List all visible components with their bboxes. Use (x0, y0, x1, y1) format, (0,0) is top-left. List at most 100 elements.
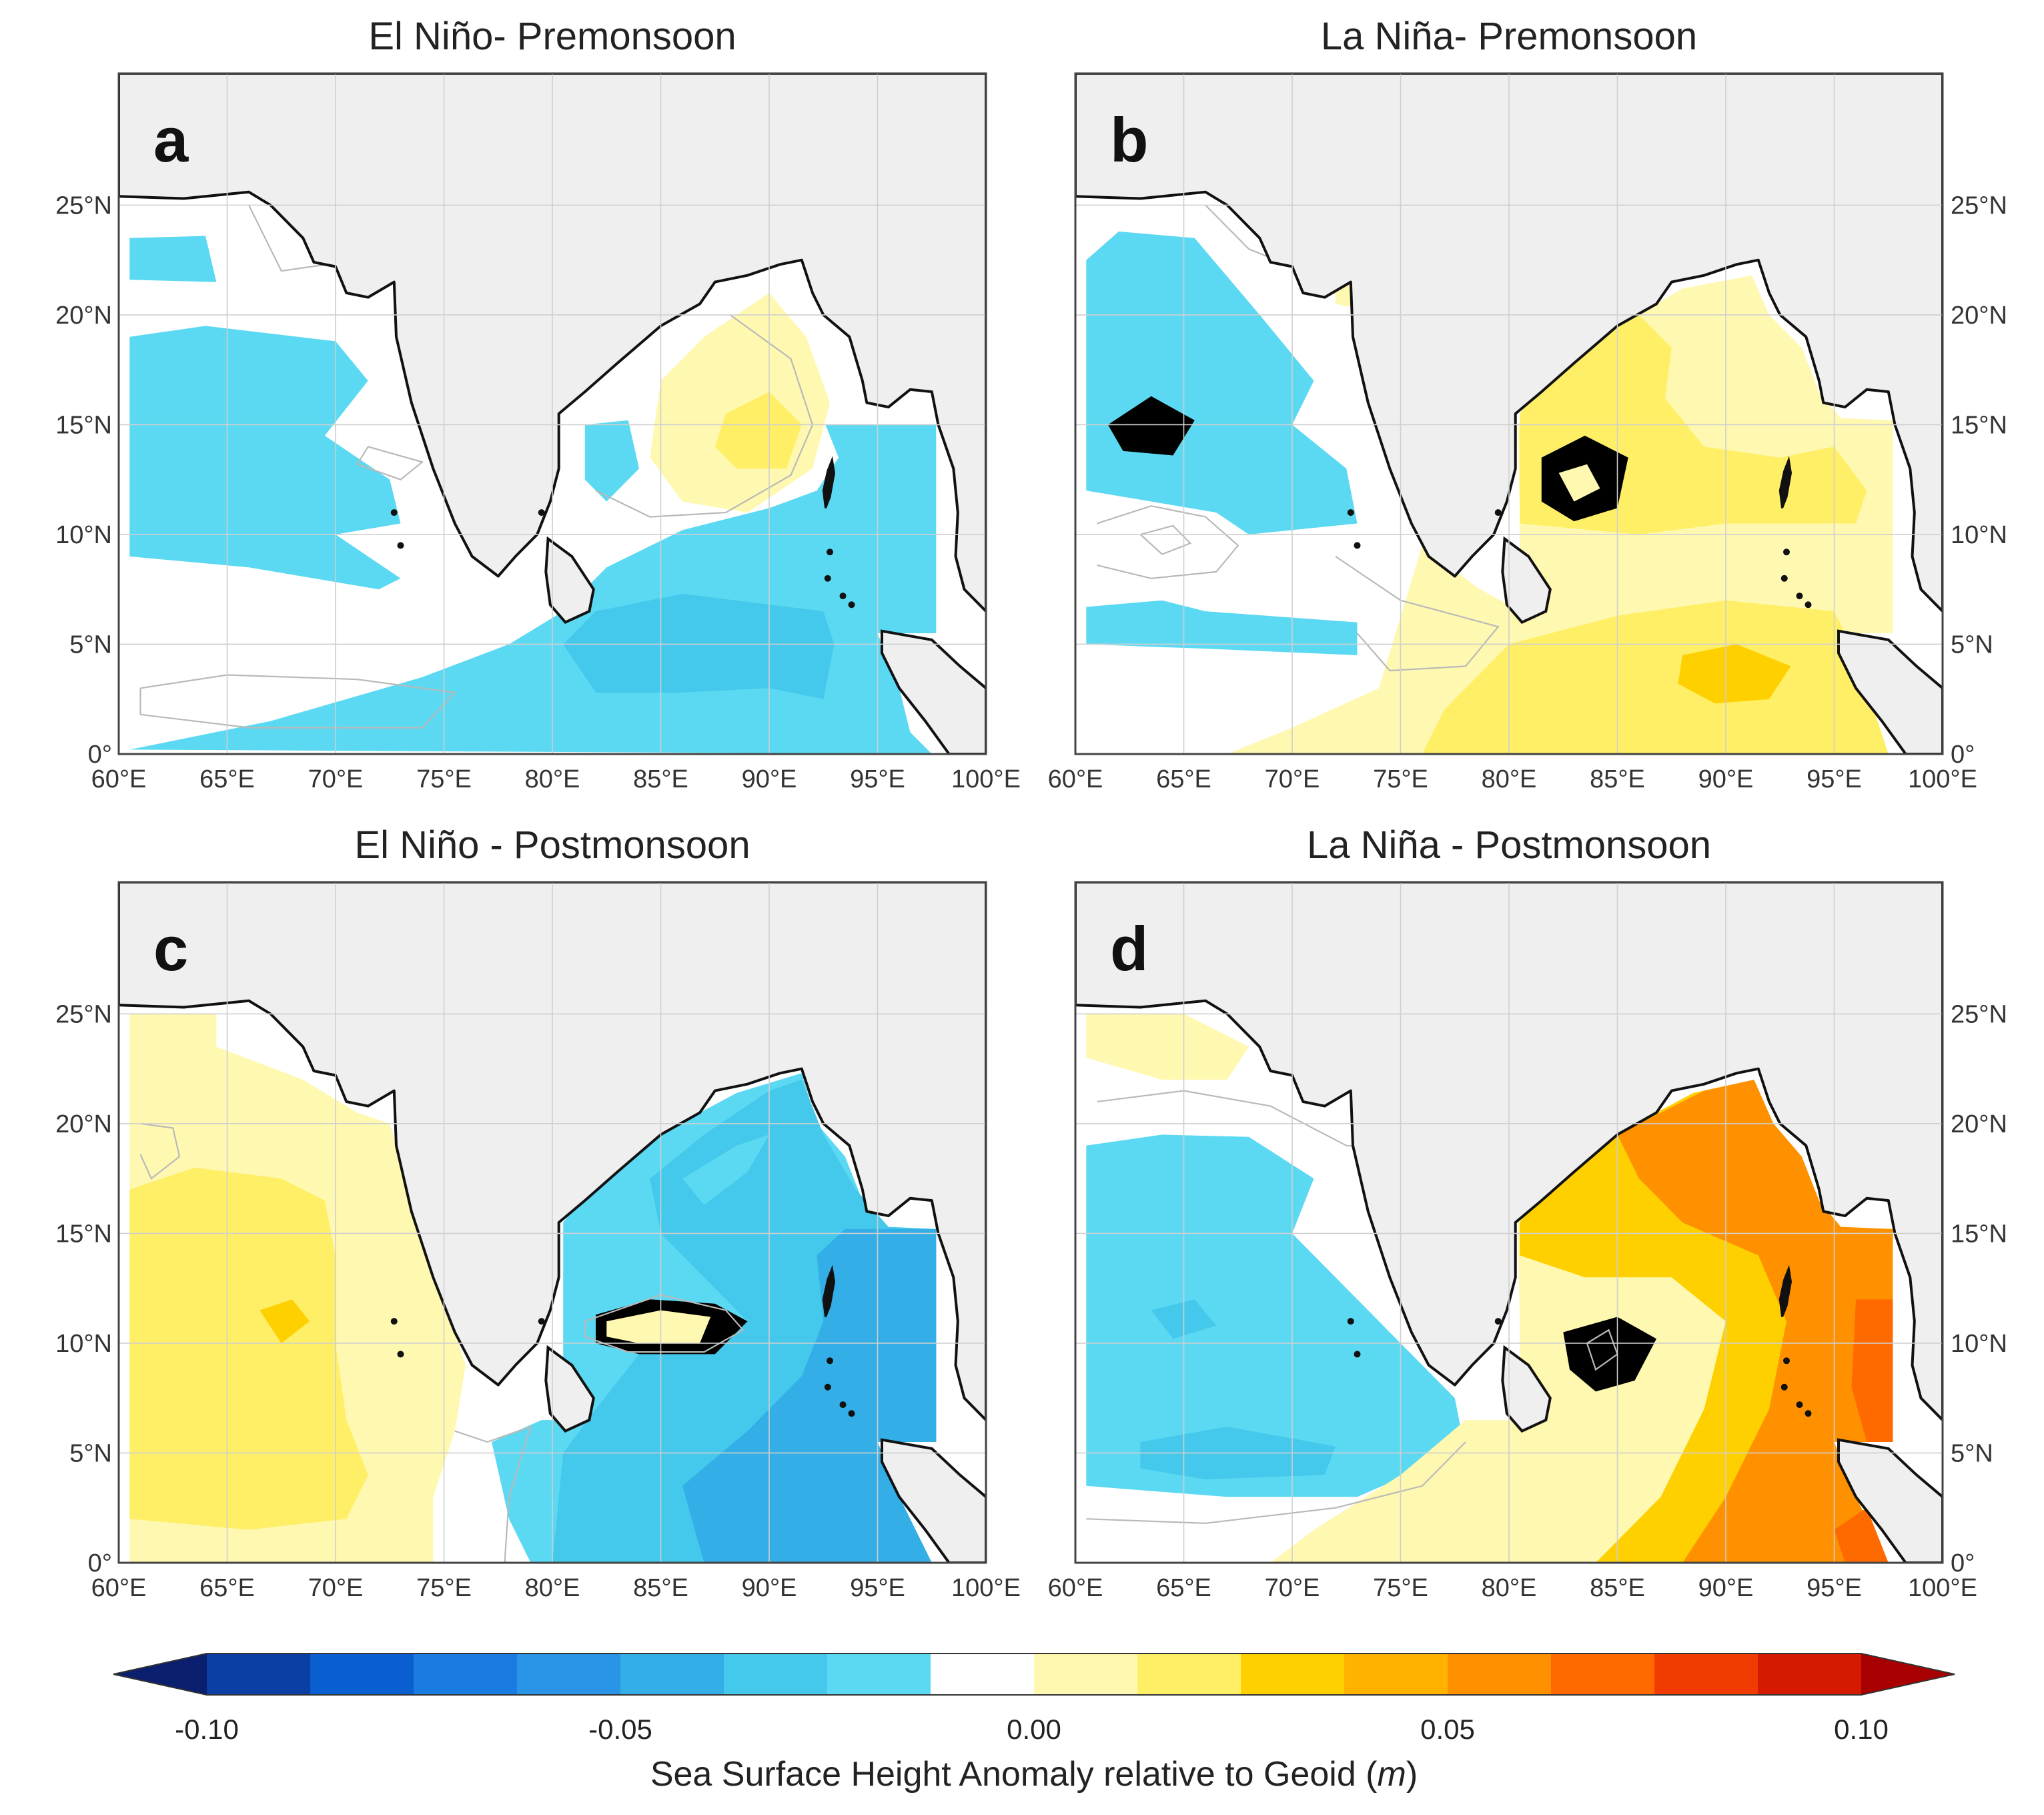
panel-letter: b (1110, 105, 1148, 175)
lon-tick-label: 70°E (308, 765, 364, 793)
zero-contour-line (454, 1425, 532, 1563)
map-frame (1074, 881, 1944, 1564)
map-plot-area (119, 73, 986, 754)
sumatra-land (881, 1438, 986, 1563)
map-panel-c: El Niño - Postmonsoon c 60°E 65°E 70°E 75°E 80… (55, 823, 1021, 1602)
small-island (1347, 509, 1354, 516)
lat-tick-label: 20°N (55, 302, 112, 330)
small-island (1494, 509, 1502, 516)
zero-contour-line (1335, 555, 1500, 672)
zero-contour-line (1097, 505, 1239, 579)
anomaly-region (260, 1299, 310, 1343)
lat-tick-label: 5°N (1951, 631, 1993, 659)
anomaly-region (1834, 1507, 1889, 1563)
small-island (538, 509, 545, 516)
lat-tick-label: 15°N (55, 411, 112, 439)
lon-tick-label: 60°E (91, 765, 147, 793)
colorbar-swatch (414, 1654, 518, 1695)
sri-lanka-land (1501, 536, 1552, 625)
small-island (827, 1357, 833, 1365)
sri-lanka-land (544, 1345, 595, 1433)
lon-tick-label: 80°E (1482, 765, 1537, 793)
anomaly-region (1086, 1014, 1249, 1080)
lon-tick-label: 95°E (1807, 765, 1862, 793)
anomaly-region (682, 1134, 769, 1205)
small-island (390, 1318, 398, 1325)
lon-tick-label: 100°E (1908, 765, 1977, 793)
panel-title: La Niña - Postmonsoon (1307, 823, 1711, 867)
lon-tick-label: 90°E (742, 1574, 797, 1602)
lon-tick-label: 95°E (1807, 1574, 1862, 1602)
andaman-islands (822, 456, 836, 509)
map-frame (1074, 72, 1944, 755)
colorbar-swatch (827, 1654, 931, 1695)
lat-tick-label: 5°N (1951, 1439, 1993, 1467)
zero-contour-line (1139, 524, 1192, 555)
sumatra-land (1837, 629, 1943, 754)
anomaly-region (1563, 1317, 1656, 1392)
colorbar-swatch (931, 1654, 1035, 1695)
zero-contour-line (595, 314, 814, 518)
colorbar-outline (113, 1653, 1955, 1696)
lat-tick-label: 25°N (55, 192, 112, 220)
lat-tick-label: 10°N (1951, 1330, 2007, 1358)
map-plot-area (1075, 882, 1943, 1563)
lat-tick-label: 20°N (1951, 302, 2007, 330)
lon-tick-label: 90°E (742, 765, 797, 793)
lon-tick-label: 75°E (416, 1574, 472, 1602)
colorbar-swatch (1034, 1654, 1138, 1695)
map-frame (117, 881, 987, 1564)
small-island (538, 1318, 545, 1325)
lon-tick-label: 85°E (1590, 765, 1645, 793)
small-island (397, 1351, 404, 1358)
lat-tick-label: 25°N (1951, 192, 2007, 220)
lon-tick-label: 75°E (1373, 1574, 1428, 1602)
zero-contour-line (356, 446, 424, 480)
small-island (848, 1410, 855, 1417)
anomaly-region (1086, 1134, 1462, 1497)
small-island (824, 1383, 831, 1391)
anomaly-region (682, 1228, 937, 1563)
lon-tick-label: 70°E (1265, 765, 1320, 793)
anomaly-region (1678, 644, 1791, 704)
lon-tick-label: 90°E (1698, 765, 1754, 793)
colorbar-swatch (1654, 1654, 1758, 1695)
lat-tick-label: 10°N (55, 521, 112, 549)
lon-tick-label: 85°E (1590, 1574, 1645, 1602)
lat-tick-label: 15°N (55, 1220, 112, 1248)
lon-tick-label: 85°E (633, 1574, 688, 1602)
colorbar-swatch (724, 1654, 828, 1695)
anomaly-region (1086, 600, 1358, 655)
colorbar-max-arrow (1861, 1654, 1955, 1695)
anomaly-region (1617, 1080, 1893, 1563)
colorbar-swatch (517, 1654, 621, 1695)
anomaly-region (1558, 464, 1600, 502)
panel-letter: a (153, 105, 189, 175)
colorbar-tick-label: 0.10 (1834, 1714, 1889, 1745)
lon-tick-label: 70°E (1265, 1574, 1320, 1602)
small-island (1783, 549, 1790, 556)
small-island (1805, 601, 1812, 609)
anomaly-region (563, 593, 835, 699)
lat-tick-label: 5°N (69, 631, 112, 659)
lon-tick-label: 75°E (416, 765, 472, 793)
zero-contour-line (1086, 1441, 1466, 1524)
anomaly-region (714, 392, 802, 469)
colorbar-title: Sea Surface Height Anomaly relative to G… (650, 1755, 1418, 1794)
colorbar-swatch (620, 1654, 724, 1695)
anomaly-region (129, 326, 401, 590)
lon-tick-label: 100°E (1908, 1574, 1977, 1602)
anomaly-region (129, 236, 217, 282)
lon-tick-label: 95°E (850, 1574, 905, 1602)
lon-tick-label: 80°E (525, 1574, 580, 1602)
lat-tick-label: 15°N (1951, 1220, 2007, 1248)
panel-title: La Niña- Premonsoon (1321, 15, 1697, 58)
lat-tick-label: 0° (88, 741, 112, 769)
map-plot-area (1075, 73, 1943, 754)
lon-tick-label: 60°E (91, 1574, 147, 1602)
lon-tick-label: 80°E (1482, 1574, 1537, 1602)
map-plot-area (119, 882, 986, 1563)
small-island (1780, 575, 1788, 582)
sri-lanka-land (1501, 1345, 1552, 1433)
